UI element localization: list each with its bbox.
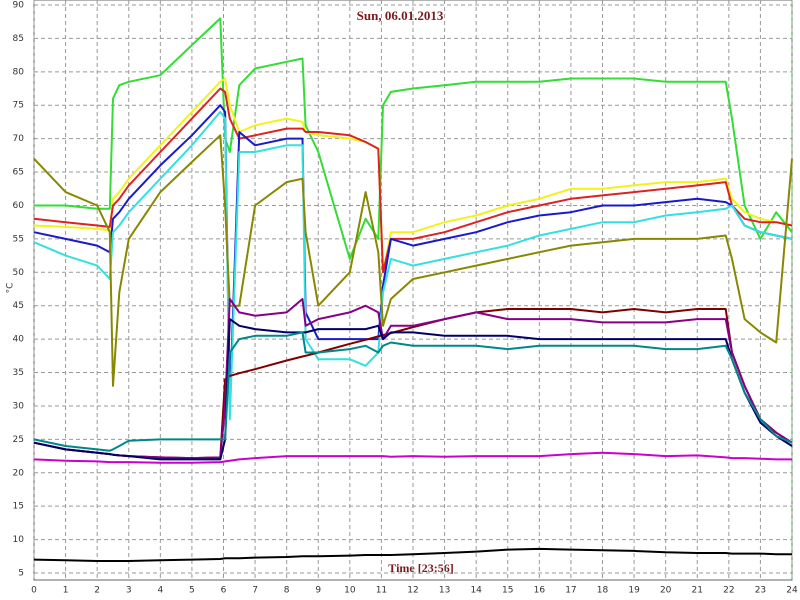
y-tick-label: 85	[13, 34, 24, 44]
x-tick-label: 18	[597, 586, 609, 596]
data-line	[33, 331, 793, 452]
x-tick-label: 21	[692, 586, 703, 596]
x-tick-label: 11	[376, 586, 387, 596]
x-tick-label: 19	[628, 586, 640, 596]
data-line	[33, 547, 792, 562]
x-tick-label: 3	[126, 586, 132, 596]
y-tick-label: 20	[13, 468, 25, 478]
x-tick-label: 15	[502, 586, 513, 596]
x-tick-label: 9	[315, 586, 321, 596]
y-tick-label: 25	[13, 435, 24, 445]
y-tick-label: 65	[13, 168, 24, 178]
x-tick-label: 24	[786, 586, 798, 596]
y-tick-label: 90	[13, 1, 25, 11]
x-tick-label: 5	[189, 586, 195, 596]
y-tick-label: 60	[13, 201, 25, 211]
x-tick-label: 10	[344, 586, 356, 596]
y-tick-label: 70	[13, 134, 25, 144]
y-tick-label: 10	[13, 535, 25, 545]
data-line	[33, 451, 792, 464]
y-tick-label: 80	[13, 67, 25, 77]
x-tick-label: 7	[252, 586, 258, 596]
data-line	[34, 17, 793, 260]
data-line	[33, 110, 793, 421]
x-tick-label: 22	[723, 586, 734, 596]
y-tick-label: 15	[13, 502, 24, 512]
data-line	[33, 318, 793, 461]
x-tick-label: 23	[755, 586, 766, 596]
x-tick-label: 17	[565, 586, 576, 596]
y-tick-label: 75	[13, 101, 24, 111]
y-tick-label: 30	[13, 401, 25, 411]
x-tick-label: 16	[534, 586, 546, 596]
x-tick-label: 14	[470, 586, 482, 596]
chart-title: Sun, 06.01.2013	[357, 8, 444, 23]
data-line	[33, 87, 793, 274]
x-axis-label: Time [23:56]	[388, 561, 453, 575]
x-tick-label: 8	[284, 586, 290, 596]
y-tick-label: 45	[13, 301, 24, 311]
data-line	[33, 134, 793, 387]
x-tick-label: 13	[439, 586, 450, 596]
x-tick-label: 6	[221, 586, 227, 596]
y-tick-label: 5	[18, 569, 24, 579]
y-axis-label: °C	[6, 283, 16, 294]
y-tick-label: 50	[13, 268, 25, 278]
y-tick-label: 55	[13, 234, 24, 244]
y-tick-label: 40	[13, 335, 25, 345]
x-tick-label: 1	[63, 586, 69, 596]
x-tick-label: 0	[31, 586, 37, 596]
x-tick-label: 4	[157, 586, 163, 596]
x-tick-label: 20	[660, 586, 672, 596]
x-tick-label: 2	[94, 586, 100, 596]
y-tick-label: 35	[13, 368, 24, 378]
x-tick-label: 12	[407, 586, 418, 596]
